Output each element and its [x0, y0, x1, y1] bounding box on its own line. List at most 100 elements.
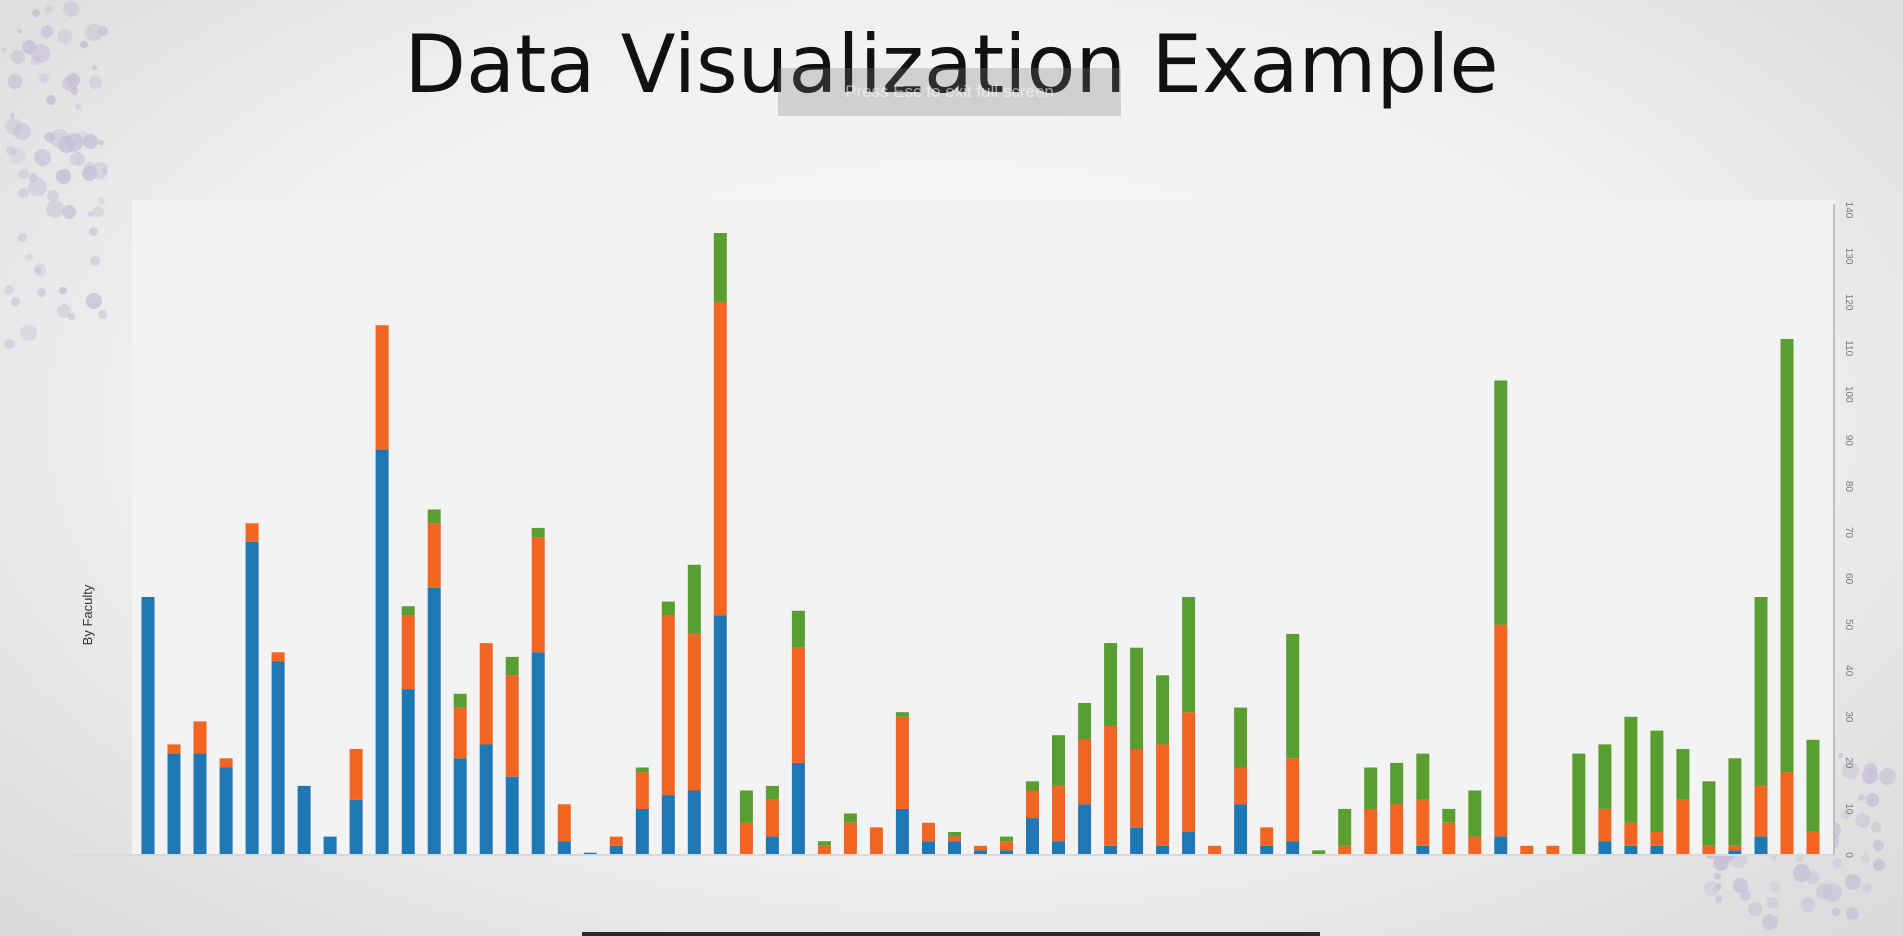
bar-segment: [505, 656, 519, 676]
bar-segment: [1338, 845, 1352, 855]
bar-segment: [349, 749, 363, 800]
decorative-dot: [1832, 907, 1841, 916]
bar-segment: [297, 785, 311, 855]
bar-segment: [1104, 845, 1118, 855]
decorative-dot: [83, 134, 99, 149]
decorative-dot: [1805, 871, 1819, 885]
bar-segment: [193, 721, 207, 754]
bar-segment: [219, 767, 233, 855]
bar-segment: [948, 841, 961, 855]
y-tick-label: 100: [1843, 386, 1854, 403]
bar-segment: [141, 597, 155, 855]
y-tick-label: 60: [1843, 573, 1854, 585]
decorative-dot: [98, 310, 108, 320]
decorative-dot: [69, 151, 85, 167]
y-tick-label: 10: [1843, 803, 1854, 815]
bar-segment: [1000, 850, 1013, 855]
bar-segment: [1650, 845, 1664, 855]
bar-segment: [922, 841, 935, 855]
decorative-dot: [70, 87, 79, 95]
bar-segment: [1624, 845, 1638, 855]
bar-segment: [661, 795, 675, 855]
bar-segment: [531, 537, 545, 653]
decorative-dot: [1870, 822, 1882, 833]
decorative-dot: [101, 167, 107, 174]
decorative-dot: [1800, 897, 1816, 912]
bar-segment: [791, 762, 805, 855]
bar-segment: [713, 302, 727, 616]
bar-segment: [1364, 767, 1378, 809]
bar-segment: [1390, 804, 1404, 855]
bar-segment: [895, 716, 909, 809]
y-tick-label: 110: [1843, 340, 1854, 356]
bar-segment: [1390, 762, 1404, 805]
decorative-dot: [85, 23, 103, 41]
decorative-dot: [1845, 907, 1859, 921]
bar-segment: [765, 785, 779, 800]
bar-segment: [1026, 818, 1039, 855]
bar-segment: [1052, 735, 1065, 786]
bar-segment: [1338, 808, 1352, 846]
decorative-dot: [11, 149, 18, 156]
decorative-dot: [59, 286, 67, 295]
decorative-dot: [1841, 761, 1860, 780]
bar-segment: [1364, 808, 1378, 855]
decorative-dot: [62, 75, 78, 92]
decorative-dot: [1864, 763, 1877, 777]
bar-segment: [401, 615, 415, 690]
bar-segment: [1416, 845, 1430, 855]
bar-segment: [1000, 836, 1013, 842]
decorative-dot: [72, 140, 78, 146]
bar-segment: [167, 753, 181, 855]
bar-segment: [609, 845, 623, 855]
bar-segment: [1104, 643, 1118, 726]
decorative-dot: [3, 338, 15, 350]
decorative-dot: [1, 46, 8, 53]
bar-segment: [401, 606, 415, 616]
decorative-dot: [18, 168, 29, 180]
decorative-dot: [3, 284, 15, 296]
bar-segment: [895, 808, 909, 855]
bar-segment: [739, 790, 753, 823]
bar-segment: [713, 233, 727, 303]
decorative-dot: [1733, 878, 1748, 893]
bar-segment: [1702, 781, 1716, 846]
bar-segment: [219, 758, 233, 768]
bar-segment: [791, 610, 805, 648]
bar-segment: [1026, 790, 1039, 819]
bar-segment: [1286, 841, 1300, 855]
bar-segment: [401, 689, 415, 855]
decorative-dot: [7, 73, 23, 89]
decorative-dot: [16, 28, 23, 35]
bar-segment: [1442, 808, 1456, 823]
bar-group: [141, 233, 1820, 856]
bar-segment: [1780, 339, 1794, 773]
decorative-dot: [35, 266, 42, 273]
y-axis-label: By Faculty: [80, 584, 95, 645]
decorative-dot: [44, 4, 53, 14]
decorative-dot: [1747, 902, 1762, 917]
y-tick-label: 80: [1843, 481, 1854, 493]
bar-segment: [245, 523, 259, 542]
chart-panel: [132, 200, 1835, 855]
bar-segment: [271, 661, 285, 855]
y-tick-label: 50: [1843, 619, 1854, 631]
y-tick-label: 130: [1843, 248, 1854, 265]
decorative-dot: [38, 72, 50, 84]
bar-segment: [1052, 841, 1065, 855]
bar-segment: [1182, 832, 1196, 855]
bar-segment: [1468, 836, 1482, 855]
bar-segment: [1728, 850, 1742, 855]
decorative-dot: [1872, 839, 1884, 851]
bar-segment: [948, 836, 961, 842]
decorative-dot: [1837, 752, 1843, 758]
bar-segment: [635, 772, 649, 809]
bar-segment: [765, 799, 779, 837]
bar-segment: [1156, 675, 1170, 745]
bar-segment: [922, 822, 935, 842]
bar-segment: [167, 744, 181, 754]
bar-segment: [1442, 822, 1456, 856]
bar-segment: [1494, 380, 1508, 625]
bar-segment: [479, 744, 493, 855]
